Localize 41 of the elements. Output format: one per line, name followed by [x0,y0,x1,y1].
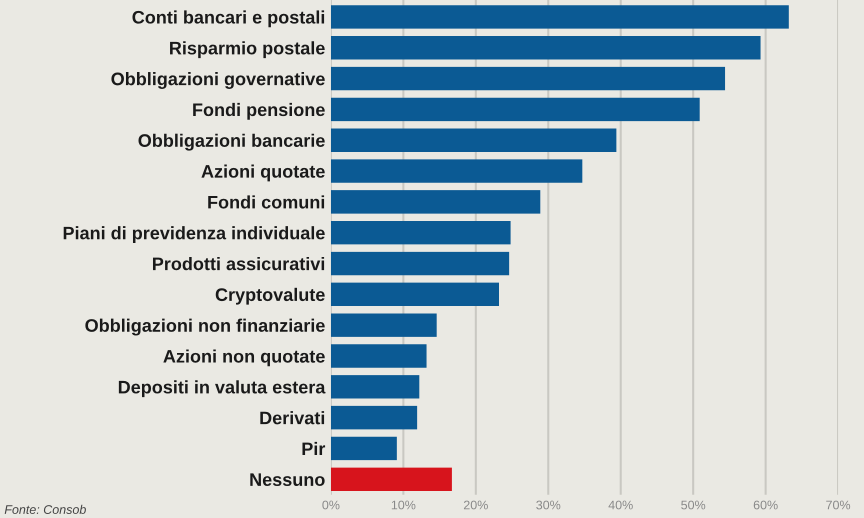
y-tick-label: Piani di previdenza individuale [64,226,325,243]
bar [330,375,420,399]
bar [330,220,511,244]
source-note: Fonte: Consob [4,504,86,514]
x-tick-label: 10% [392,500,416,510]
y-tick-label: Risparmio postale [170,41,325,58]
y-tick-label: Depositi in valuta estera [118,380,326,398]
bar [330,436,397,460]
x-tick-label: 40% [608,500,633,510]
y-tick-label: Obbligazioni non finanziarie [85,318,325,336]
bar [330,5,789,29]
y-tick-label: Obbligazioni bancarie [138,134,325,151]
y-tick-label: Cryptovalute [216,288,325,305]
y-tick-label: Pir [302,442,326,455]
y-tick-label: Fondi comuni [208,195,324,209]
x-tick-label: 0% [322,500,340,510]
x-tick-label: 50% [681,500,706,510]
y-tick-label: Conti bancari e postali [132,10,324,28]
bar [330,313,437,337]
x-tick-label: 30% [536,500,560,510]
bar [330,128,616,152]
y-tick-label: Fondi pensione [193,102,325,120]
bar [330,159,582,183]
x-tick-label: 20% [464,500,488,510]
x-tick-label: 60% [754,500,778,510]
bar [330,468,452,491]
y-tick-label: Obbligazioni governative [111,72,325,89]
bar [330,252,510,276]
bar [330,282,499,306]
x-tick-label: 70% [826,500,850,510]
y-tick-label: Derivati [260,411,324,424]
y-tick-label: Azioni non quotate [163,349,325,366]
bar [330,66,726,90]
y-tick-label: Azioni quotate [201,164,325,182]
y-tick-label: Nessuno [250,473,325,486]
bar [330,36,761,60]
bar [330,190,540,214]
y-tick-label: Prodotti assicurativi [152,256,324,270]
bar [330,98,700,122]
bar [330,406,418,430]
bar [330,344,427,368]
